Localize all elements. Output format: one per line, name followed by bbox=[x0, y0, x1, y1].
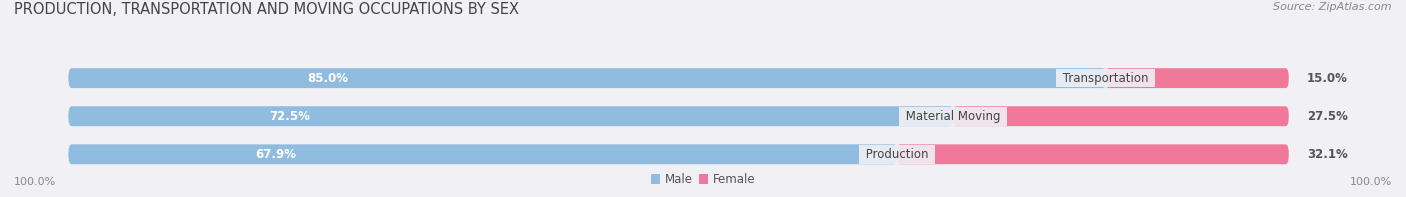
Text: 27.5%: 27.5% bbox=[1308, 110, 1348, 123]
Text: 100.0%: 100.0% bbox=[14, 177, 56, 187]
Text: Transportation: Transportation bbox=[1059, 72, 1153, 85]
FancyBboxPatch shape bbox=[69, 68, 1289, 88]
FancyBboxPatch shape bbox=[953, 106, 1289, 126]
Text: 15.0%: 15.0% bbox=[1308, 72, 1348, 85]
FancyBboxPatch shape bbox=[69, 106, 1289, 126]
Text: 100.0%: 100.0% bbox=[1350, 177, 1392, 187]
Text: PRODUCTION, TRANSPORTATION AND MOVING OCCUPATIONS BY SEX: PRODUCTION, TRANSPORTATION AND MOVING OC… bbox=[14, 2, 519, 17]
FancyBboxPatch shape bbox=[69, 106, 953, 126]
Text: 67.9%: 67.9% bbox=[254, 148, 297, 161]
Text: 32.1%: 32.1% bbox=[1308, 148, 1348, 161]
FancyBboxPatch shape bbox=[69, 68, 1105, 88]
FancyBboxPatch shape bbox=[69, 144, 1289, 164]
FancyBboxPatch shape bbox=[69, 144, 897, 164]
Legend: Male, Female: Male, Female bbox=[645, 169, 761, 191]
Text: Source: ZipAtlas.com: Source: ZipAtlas.com bbox=[1274, 2, 1392, 12]
Text: Material Moving: Material Moving bbox=[903, 110, 1004, 123]
Text: 72.5%: 72.5% bbox=[269, 110, 311, 123]
Text: 85.0%: 85.0% bbox=[308, 72, 349, 85]
FancyBboxPatch shape bbox=[897, 144, 1289, 164]
Text: Production: Production bbox=[862, 148, 932, 161]
FancyBboxPatch shape bbox=[1105, 68, 1289, 88]
